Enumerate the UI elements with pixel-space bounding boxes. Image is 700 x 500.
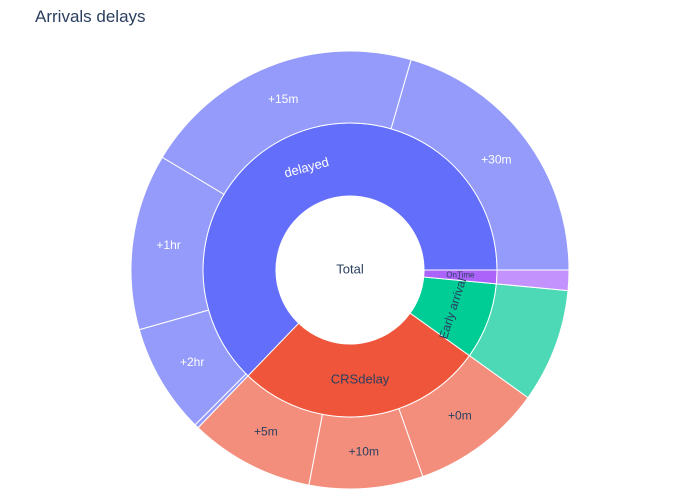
sector-label-crsdelay-10m: +10m [349, 445, 379, 459]
sector-label-delayed-2hr: +2hr [180, 355, 204, 369]
sector-ontime-part-0[interactable] [495, 269, 570, 292]
sunburst-rings [130, 50, 570, 490]
sector-label-delayed-30m: +30m [481, 152, 511, 166]
sector-label-crsdelay-5m: +5m [254, 425, 278, 439]
root-label: Total [336, 261, 364, 276]
sector-label-delayed-1hr: +1hr [156, 238, 180, 252]
sector-label-crsdelay-0m: +0m [448, 409, 472, 423]
sector-label-ontime: OnTime [446, 270, 475, 279]
sector-label-delayed-15m: +15m [268, 92, 298, 106]
chart-title: Arrivals delays [35, 7, 146, 26]
sector-label-crsdelay: CRSdelay [331, 371, 390, 386]
